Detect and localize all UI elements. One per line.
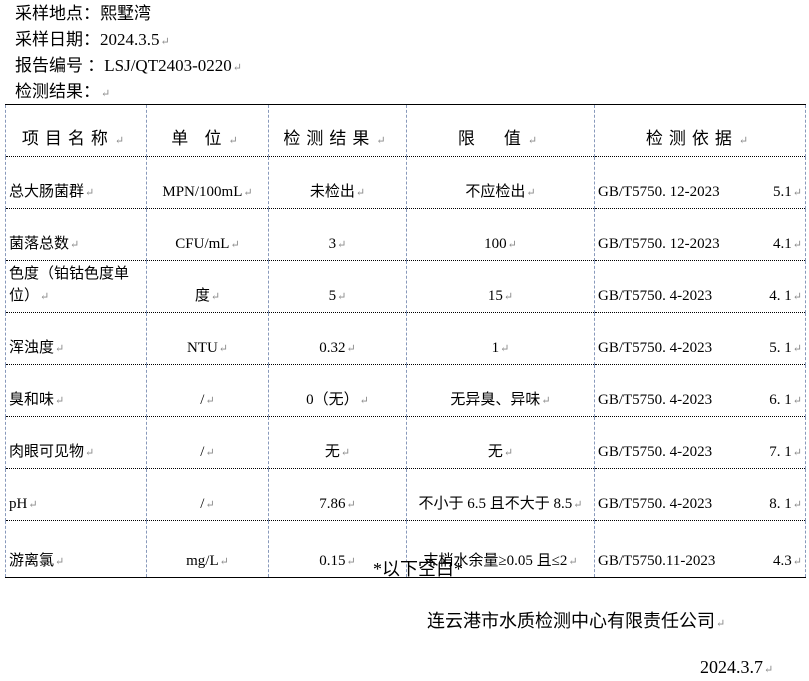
- result: 未检出: [268, 156, 407, 209]
- standard-code: GB/T5750. 4-2023: [598, 288, 713, 304]
- label: 报告编号 ：: [15, 56, 105, 75]
- standard: GB/T5750. 12-2023 5.1: [594, 156, 806, 209]
- unit: /: [146, 364, 269, 417]
- table-row: 总大肠菌群 MPN/100mL 未检出 不应检出 GB/T5750. 12-20…: [5, 156, 806, 209]
- limit: 1: [406, 312, 595, 365]
- standard: GB/T5750. 4-2023 8. 1: [594, 468, 806, 521]
- label: 采样地点：: [15, 4, 100, 23]
- clause: 4.3: [773, 550, 802, 573]
- standard: GB/T5750. 4-2023 5. 1: [594, 312, 806, 365]
- column-header: 项目名称: [5, 104, 147, 157]
- standard: GB/T5750. 12-2023 4.1: [594, 208, 806, 261]
- report-issue-date: 2024.3.7: [700, 657, 773, 678]
- label: 采样日期：: [15, 30, 100, 49]
- standard-code: GB/T5750. 12-2023: [598, 184, 720, 200]
- limit: 无异臭、异味: [406, 364, 595, 417]
- standard-code: GB/T5750. 12-2023: [598, 236, 720, 252]
- limit: 不小于 6.5 且不大于 8.5: [406, 468, 595, 521]
- table-row: 肉眼可见物 / 无 无 GB/T5750. 4-2023 7. 1: [5, 416, 806, 469]
- item-name: 浑浊度: [5, 312, 147, 365]
- column-header: 检测结果: [268, 104, 407, 157]
- standard: GB/T5750. 4-2023 7. 1: [594, 416, 806, 469]
- value: LSJ/QT2403-0220: [104, 56, 232, 75]
- unit: /: [146, 416, 269, 469]
- report-number: 报告编号 ：LSJ/QT2403-0220: [15, 56, 242, 78]
- unit: 度: [146, 260, 269, 313]
- limit: 无: [406, 416, 595, 469]
- result: 5: [268, 260, 407, 313]
- result: 无: [268, 416, 407, 469]
- standard-code: GB/T5750.11-2023: [598, 553, 716, 569]
- column-header: 单 位: [146, 104, 269, 157]
- standard-code: GB/T5750. 4-2023: [598, 340, 713, 356]
- column-header: 检测依据: [594, 104, 806, 157]
- item-name: 肉眼可见物: [5, 416, 147, 469]
- value: 2024.3.5: [100, 30, 160, 49]
- standard: GB/T5750. 4-2023 6. 1: [594, 364, 806, 417]
- company-name: 连云港市水质检测中心有限责任公司: [427, 607, 725, 633]
- item-name: pH: [5, 468, 147, 521]
- results-table: 项目名称单 位检测结果限 值检测依据 总大肠菌群 MPN/100mL 未检出 不…: [5, 104, 806, 578]
- table-row: 浑浊度 NTU 0.32 1 GB/T5750. 4-2023 5. 1: [5, 312, 806, 365]
- limit: 不应检出: [406, 156, 595, 209]
- limit: 15: [406, 260, 595, 313]
- result: 7.86: [268, 468, 407, 521]
- clause: 7. 1: [769, 441, 802, 464]
- item-name: 游离氯: [5, 520, 147, 578]
- standard-code: GB/T5750. 4-2023: [598, 444, 713, 460]
- limit: 100: [406, 208, 595, 261]
- sampling-site: 采样地点：熙墅湾: [15, 4, 151, 24]
- item-name: 臭和味: [5, 364, 147, 417]
- unit: /: [146, 468, 269, 521]
- clause: 5.1: [773, 181, 802, 204]
- table-header-row: 项目名称单 位检测结果限 值检测依据: [5, 104, 806, 157]
- table-row: 臭和味 / 0（无） 无异臭、异味 GB/T5750. 4-2023 6. 1: [5, 364, 806, 417]
- unit: mg/L: [146, 520, 269, 578]
- clause: 6. 1: [769, 389, 802, 412]
- result: 3: [268, 208, 407, 261]
- result: 0.15: [268, 520, 407, 578]
- table-row: 色度（铂钴色度单位） 度 5 15 GB/T5750. 4-2023 4. 1: [5, 260, 806, 313]
- unit: CFU/mL: [146, 208, 269, 261]
- standard: GB/T5750.11-2023 4.3: [594, 520, 806, 578]
- column-header: 限 值: [406, 104, 595, 157]
- standard-code: GB/T5750. 4-2023: [598, 392, 713, 408]
- item-name: 色度（铂钴色度单位）: [5, 260, 147, 313]
- unit: NTU: [146, 312, 269, 365]
- limit: 末梢水余量≥0.05 且≤2: [406, 520, 595, 578]
- value: 熙墅湾: [100, 4, 151, 23]
- sampling-date: 采样日期：2024.3.5: [15, 30, 170, 52]
- standard-code: GB/T5750. 4-2023: [598, 496, 713, 512]
- results-heading: 检测结果：: [15, 82, 110, 104]
- unit: MPN/100mL: [146, 156, 269, 209]
- item-name: 总大肠菌群: [5, 156, 147, 209]
- clause: 4. 1: [769, 285, 802, 308]
- standard: GB/T5750. 4-2023 4. 1: [594, 260, 806, 313]
- item-name: 菌落总数: [5, 208, 147, 261]
- table-row: 游离氯 mg/L 0.15 末梢水余量≥0.05 且≤2 GB/T5750.11…: [5, 520, 806, 578]
- clause: 8. 1: [769, 493, 802, 516]
- table-row: pH / 7.86 不小于 6.5 且不大于 8.5 GB/T5750. 4-2…: [5, 468, 806, 521]
- clause: 4.1: [773, 233, 802, 256]
- result: 0（无）: [268, 364, 407, 417]
- clause: 5. 1: [769, 337, 802, 360]
- table-row: 菌落总数 CFU/mL 3 100 GB/T5750. 12-2023 4.1: [5, 208, 806, 261]
- result: 0.32: [268, 312, 407, 365]
- blank-note: *以下空白*: [373, 559, 463, 579]
